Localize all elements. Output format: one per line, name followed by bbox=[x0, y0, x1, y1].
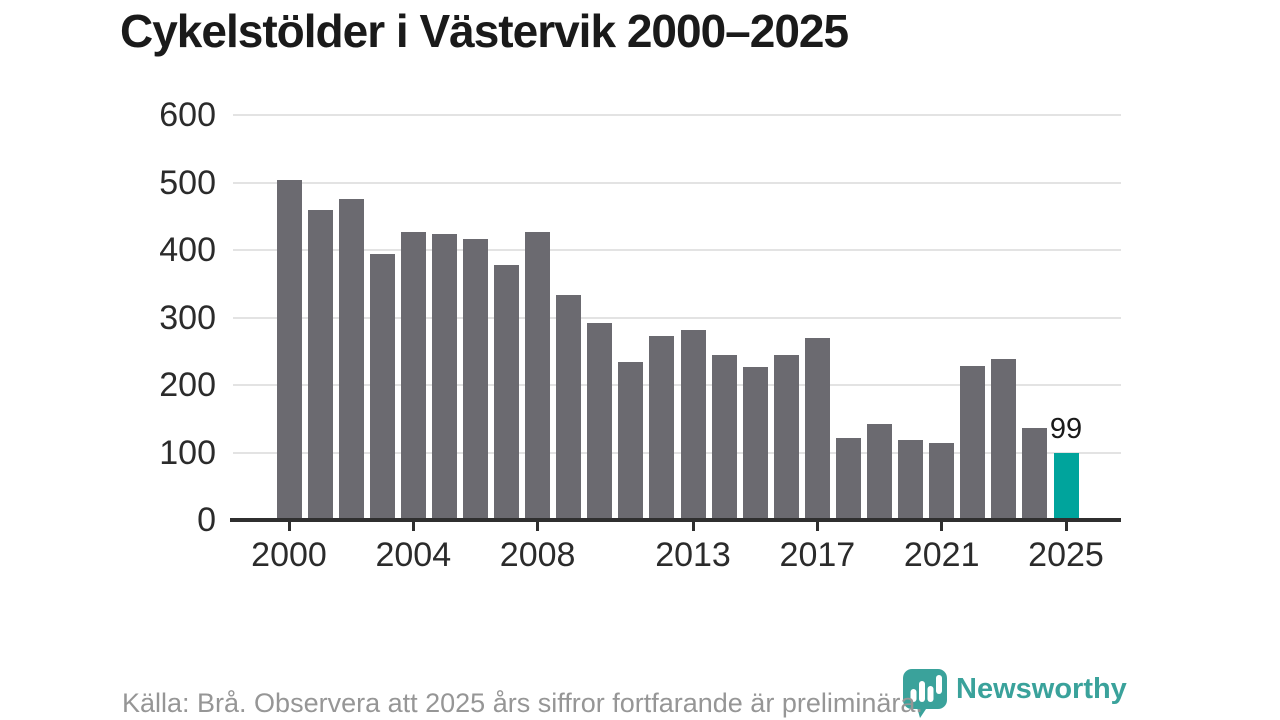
bar-2007 bbox=[494, 264, 520, 519]
x-axis-tick-2008 bbox=[536, 522, 540, 531]
bar-2014 bbox=[711, 354, 737, 519]
gridline-300 bbox=[233, 316, 1121, 319]
x-axis-label-2013: 2013 bbox=[655, 536, 731, 574]
x-axis-tick-2021 bbox=[940, 522, 944, 531]
bar-2008 bbox=[525, 232, 551, 519]
y-axis-label-500: 500 bbox=[159, 163, 216, 202]
bar-2005 bbox=[431, 234, 457, 519]
y-axis-label-100: 100 bbox=[159, 433, 216, 472]
bar-2001 bbox=[307, 209, 333, 519]
page-title: Cykelstölder i Västervik 2000–2025 bbox=[120, 5, 849, 57]
x-axis-line bbox=[230, 518, 1121, 522]
bar-2023 bbox=[991, 358, 1017, 519]
gridline-500 bbox=[233, 181, 1121, 184]
bar-2019 bbox=[867, 424, 893, 519]
x-axis-label-2017: 2017 bbox=[779, 536, 856, 574]
bar-2000 bbox=[276, 180, 302, 519]
bar-2012 bbox=[649, 335, 675, 519]
x-axis-tick-2013 bbox=[691, 522, 695, 531]
source-note: Källa: Brå. Observera att 2025 års siffr… bbox=[122, 688, 923, 718]
y-axis-label-0: 0 bbox=[197, 501, 216, 539]
gridline-600 bbox=[233, 114, 1121, 116]
y-axis-label-200: 200 bbox=[159, 366, 216, 404]
gridline-200 bbox=[233, 384, 1121, 386]
bar-2004 bbox=[400, 231, 426, 519]
bar-2021 bbox=[929, 443, 955, 519]
y-axis-label-300: 300 bbox=[159, 298, 216, 337]
gridline-100 bbox=[233, 451, 1121, 454]
bar-2006 bbox=[462, 238, 488, 519]
bar-2018 bbox=[835, 437, 861, 519]
bar-2015 bbox=[742, 366, 768, 519]
y-axis-label-600: 600 bbox=[159, 96, 216, 134]
bar-2002 bbox=[338, 199, 364, 519]
x-axis-tick-2004 bbox=[411, 522, 415, 531]
newsworthy-logo: Newsworthy bbox=[902, 668, 1172, 720]
x-axis-tick-2025 bbox=[1064, 522, 1068, 531]
bar-2009 bbox=[556, 294, 582, 519]
x-axis-label-2004: 2004 bbox=[375, 536, 452, 574]
x-axis-label-2008: 2008 bbox=[499, 536, 576, 574]
bar-2003 bbox=[369, 254, 395, 519]
x-axis-tick-2017 bbox=[815, 522, 819, 531]
bar-2011 bbox=[618, 362, 644, 519]
x-axis-label-2025: 2025 bbox=[1028, 536, 1104, 574]
bar-2016 bbox=[773, 354, 799, 519]
x-axis-label-2000: 2000 bbox=[251, 536, 327, 574]
x-axis-tick-2000 bbox=[287, 522, 291, 531]
newsworthy-icon bbox=[903, 669, 947, 718]
bar-2025 bbox=[1053, 453, 1079, 519]
newsworthy-wordmark: Newsworthy bbox=[956, 673, 1127, 705]
bar-2017 bbox=[804, 337, 830, 519]
y-axis-label-400: 400 bbox=[159, 231, 216, 269]
bar-2013 bbox=[680, 330, 706, 519]
bar-2010 bbox=[587, 322, 613, 519]
bar-2022 bbox=[960, 366, 986, 519]
last-bar-value-label: 99 bbox=[1049, 413, 1083, 446]
gridline-400 bbox=[233, 249, 1121, 251]
bar-2024 bbox=[1022, 428, 1048, 519]
bar-2020 bbox=[898, 439, 924, 519]
x-axis-label-2021: 2021 bbox=[903, 536, 980, 574]
